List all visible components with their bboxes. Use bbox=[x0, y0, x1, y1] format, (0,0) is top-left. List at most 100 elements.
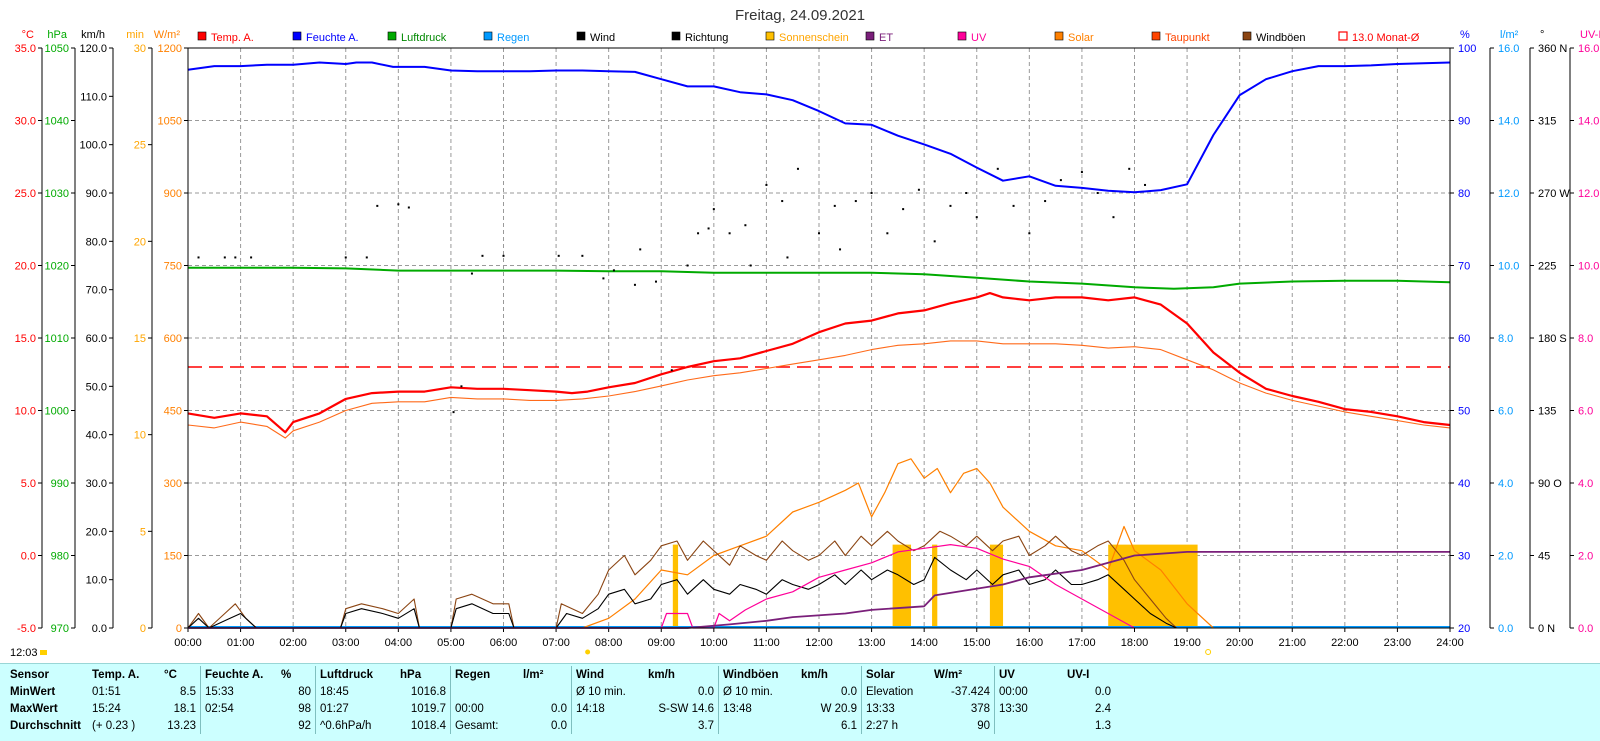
cell: MaxWert bbox=[10, 702, 58, 715]
cell: 00:00 bbox=[994, 683, 1063, 700]
y-tick-label-solar: 300 bbox=[164, 478, 182, 490]
y-tick-label-wind: 70.0 bbox=[86, 285, 107, 297]
y-tick-label-rain: 2.0 bbox=[1498, 551, 1513, 563]
y-tick-label-wind: 80.0 bbox=[86, 236, 107, 248]
y-tick-label-rain: 8.0 bbox=[1498, 333, 1513, 345]
legend-swatch bbox=[292, 31, 302, 41]
y-tick-label-sun: 0 bbox=[140, 623, 146, 635]
y-tick-label-direction: 90 O bbox=[1538, 478, 1562, 490]
y-tick-label-pressure: 1010 bbox=[45, 333, 69, 345]
hdr-gusts: Windböen bbox=[718, 666, 797, 683]
cell: 1016.8 bbox=[410, 685, 446, 698]
x-tick-label: 15:00 bbox=[963, 637, 991, 649]
x-tick-label: 23:00 bbox=[1384, 637, 1412, 649]
y-tick-label-temp: 20.0 bbox=[15, 261, 36, 273]
x-tick-label: 16:00 bbox=[1016, 637, 1044, 649]
y-tick-label-humidity: 20 bbox=[1458, 623, 1470, 635]
y-tick-label-uv: 8.0 bbox=[1578, 333, 1593, 345]
wind-direction-point bbox=[744, 224, 747, 227]
wind-direction-point bbox=[949, 204, 952, 207]
cell: 1018.4 bbox=[410, 719, 446, 732]
wind-direction-point bbox=[344, 256, 347, 259]
cell: 80 bbox=[298, 685, 311, 698]
axis-unit-rain: l/m² bbox=[1500, 29, 1519, 41]
wind-direction-point bbox=[470, 272, 473, 275]
x-tick-label: 24:00 bbox=[1436, 637, 1464, 649]
wind-direction-point bbox=[670, 369, 673, 372]
y-tick-label-sun: 30 bbox=[134, 43, 146, 55]
cell: 13:30 bbox=[994, 700, 1063, 717]
sunset-marker bbox=[1205, 649, 1212, 655]
wind-direction-point bbox=[833, 204, 836, 207]
wind-direction-point bbox=[886, 232, 889, 235]
summary-table: Sensor Temp. A. °C Feuchte A. % Luftdruc… bbox=[6, 666, 1115, 734]
legend-label: Sonnenschein bbox=[779, 32, 849, 44]
cell: 15:24 bbox=[92, 702, 121, 715]
y-tick-label-wind: 60.0 bbox=[86, 333, 107, 345]
wind-direction-point bbox=[1059, 179, 1062, 182]
y-tick-label-pressure: 970 bbox=[51, 623, 69, 635]
y-tick-label-humidity: 40 bbox=[1458, 478, 1470, 490]
wind-direction-point bbox=[707, 227, 710, 230]
cell: 0.0 bbox=[698, 685, 714, 698]
hdr-rain-unit: l/m² bbox=[523, 668, 544, 681]
cell: -37.424 bbox=[950, 685, 990, 698]
y-tick-label-humidity: 50 bbox=[1458, 406, 1470, 418]
sunshine-bar bbox=[672, 544, 679, 628]
wind-direction-point bbox=[1012, 204, 1015, 207]
y-tick-label-direction: 315 bbox=[1538, 116, 1556, 128]
legend-swatch bbox=[671, 31, 681, 41]
legend-swatch bbox=[387, 31, 397, 41]
cell: 18.1 bbox=[173, 702, 196, 715]
cell: 18:45 bbox=[315, 683, 396, 700]
x-tick-label: 02:00 bbox=[279, 637, 307, 649]
x-tick-label: 20:00 bbox=[1226, 637, 1254, 649]
cell: 3.7 bbox=[698, 719, 714, 732]
legend-label: Feuchte A. bbox=[306, 32, 359, 44]
cell: 14:18 bbox=[571, 700, 644, 717]
series-taupunkt bbox=[187, 340, 1451, 439]
wind-direction-point bbox=[765, 183, 768, 186]
chart-title: Freitag, 24.09.2021 bbox=[735, 7, 865, 24]
y-tick-label-uv: 14.0 bbox=[1578, 116, 1599, 128]
summary-row-avg: Durchschnitt (+ 0.23 ) 13.23 92 ^0.6hPa/… bbox=[6, 717, 1115, 734]
y-tick-label-uv: 2.0 bbox=[1578, 551, 1593, 563]
cell: 01:27 bbox=[315, 700, 396, 717]
y-tick-label-wind: 20.0 bbox=[86, 526, 107, 538]
y-tick-label-humidity: 60 bbox=[1458, 333, 1470, 345]
x-tick-label: 17:00 bbox=[1068, 637, 1096, 649]
cell: 00:00 bbox=[450, 700, 519, 717]
wind-direction-point bbox=[581, 254, 584, 257]
y-tick-label-direction: 360 N bbox=[1538, 43, 1567, 55]
y-tick-label-pressure: 990 bbox=[51, 478, 69, 490]
legend-swatch bbox=[1054, 31, 1064, 41]
y-tick-label-temp: 35.0 bbox=[15, 43, 36, 55]
cell: 90 bbox=[977, 719, 990, 732]
summary-panel: Sensor Temp. A. °C Feuchte A. % Luftdruc… bbox=[0, 663, 1600, 741]
cell bbox=[718, 717, 797, 734]
series-solar bbox=[582, 458, 1214, 629]
y-tick-label-direction: 45 bbox=[1538, 551, 1550, 563]
legend-swatch bbox=[957, 31, 967, 41]
y-tick-label-pressure: 1020 bbox=[45, 261, 69, 273]
y-tick-label-sun: 25 bbox=[134, 140, 146, 152]
y-tick-label-uv: 4.0 bbox=[1578, 478, 1593, 490]
wind-direction-point bbox=[870, 192, 873, 194]
y-tick-label-sun: 5 bbox=[140, 526, 146, 538]
x-tick-label: 21:00 bbox=[1278, 637, 1306, 649]
y-tick-label-rain: 16.0 bbox=[1498, 43, 1519, 55]
y-tick-label-direction: 0 N bbox=[1538, 623, 1555, 635]
summary-header-row: Sensor Temp. A. °C Feuchte A. % Luftdruc… bbox=[6, 666, 1115, 683]
x-tick-label: 18:00 bbox=[1121, 637, 1149, 649]
y-tick-label-solar: 1200 bbox=[158, 43, 182, 55]
series-windb-en bbox=[187, 530, 1177, 629]
wind-direction-point bbox=[1044, 200, 1047, 203]
y-tick-label-solar: 1050 bbox=[158, 116, 182, 128]
y-tick-label-wind: 110.0 bbox=[80, 91, 107, 103]
y-tick-label-rain: 6.0 bbox=[1498, 406, 1513, 418]
y-tick-label-solar: 600 bbox=[164, 333, 182, 345]
cell: (+ 0.23 ) bbox=[92, 719, 136, 732]
y-tick-label-pressure: 1000 bbox=[45, 406, 69, 418]
y-tick-label-temp: 10.0 bbox=[15, 406, 36, 418]
legend-swatch bbox=[765, 31, 775, 41]
